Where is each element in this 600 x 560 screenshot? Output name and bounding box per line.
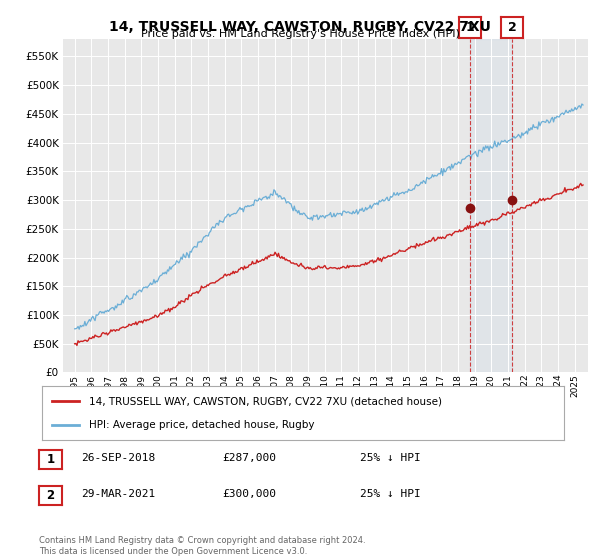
- Text: 25% ↓ HPI: 25% ↓ HPI: [360, 452, 421, 463]
- Bar: [470, 39, 512, 372]
- Text: 25% ↓ HPI: 25% ↓ HPI: [360, 489, 421, 499]
- Text: Contains HM Land Registry data © Crown copyright and database right 2024.
This d: Contains HM Land Registry data © Crown c…: [39, 536, 365, 556]
- Text: £287,000: £287,000: [222, 452, 276, 463]
- Text: 2: 2: [46, 489, 55, 502]
- Text: Price paid vs. HM Land Registry's House Price Index (HPI): Price paid vs. HM Land Registry's House …: [140, 29, 460, 39]
- Text: £300,000: £300,000: [222, 489, 276, 499]
- Text: 1: 1: [466, 21, 475, 34]
- Text: 2: 2: [508, 21, 517, 34]
- Text: 29-MAR-2021: 29-MAR-2021: [81, 489, 155, 499]
- Text: 26-SEP-2018: 26-SEP-2018: [81, 452, 155, 463]
- Text: HPI: Average price, detached house, Rugby: HPI: Average price, detached house, Rugb…: [89, 419, 314, 430]
- Text: 14, TRUSSELL WAY, CAWSTON, RUGBY, CV22 7XU: 14, TRUSSELL WAY, CAWSTON, RUGBY, CV22 7…: [109, 20, 491, 34]
- Text: 14, TRUSSELL WAY, CAWSTON, RUGBY, CV22 7XU (detached house): 14, TRUSSELL WAY, CAWSTON, RUGBY, CV22 7…: [89, 396, 442, 407]
- Text: 1: 1: [46, 452, 55, 466]
